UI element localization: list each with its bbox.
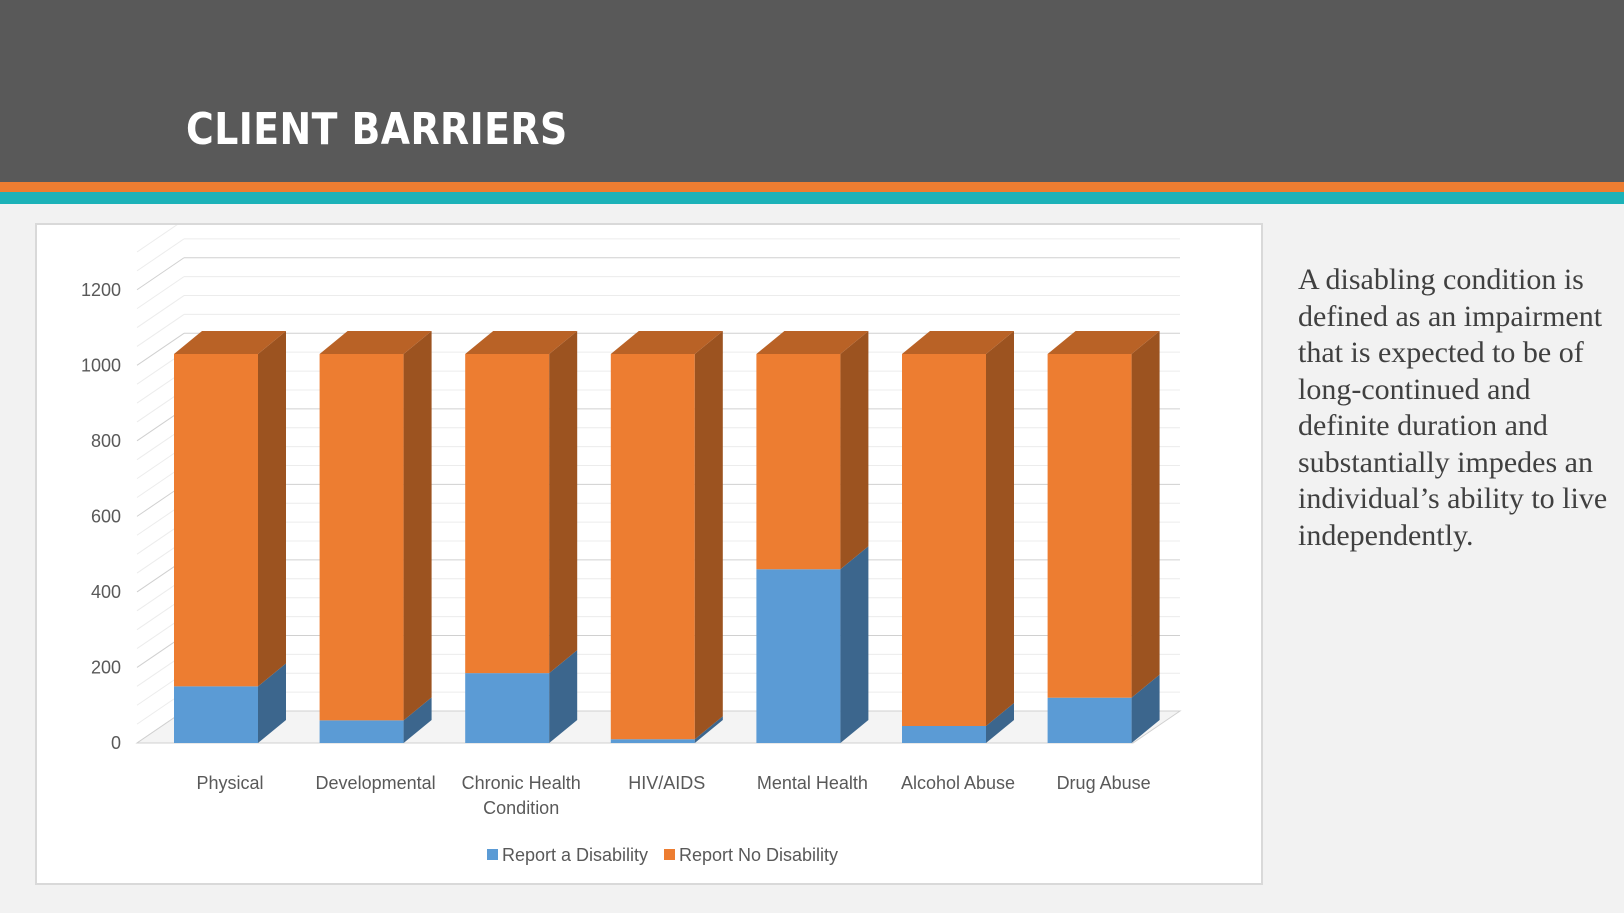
y-tick-label: 200	[91, 657, 121, 677]
slide-header: CLIENT BARRIERS	[0, 0, 1624, 182]
report-no-disability-bar-developmental-side	[403, 330, 432, 721]
chart-panel: 0 200 400 600 800 1000 1200 Physical Development…	[35, 223, 1263, 885]
report-a-disability-bar-chronic-health-condition-side	[549, 650, 578, 743]
report-no-disability-bar-drug-abuse-side	[1131, 330, 1160, 698]
x-tick-label: Chronic Health	[462, 773, 581, 793]
report-no-disability-bar-physical-side	[258, 330, 286, 687]
report-a-disability-bar-physical-side	[258, 663, 286, 743]
report-no-disability-bar-mental-health	[756, 353, 841, 570]
legend-swatch-report-no-disability	[664, 849, 675, 860]
report-no-disability-bar-developmental-top	[319, 330, 432, 354]
y-tick-label: 600	[91, 506, 121, 526]
report-no-disability-bar-hiv-aids-side	[694, 330, 723, 740]
y-tick-label: 1200	[81, 280, 121, 300]
report-a-disability-bar-mental-health-side	[840, 546, 869, 743]
legend-swatch-report-a-disability	[487, 849, 498, 860]
report-no-disability-bar-chronic-health-condition	[465, 353, 550, 674]
report-no-disability-bar-developmental	[319, 353, 404, 721]
minor-gridline-depth	[136, 295, 185, 328]
minor-gridline-depth	[136, 225, 178, 253]
report-no-disability-bar-physical	[174, 353, 258, 687]
report-a-disability-bar-alcohol-abuse-side	[986, 703, 1014, 743]
x-tick-label: HIV/AIDS	[628, 773, 705, 793]
accent-stripe-teal	[0, 192, 1624, 204]
report-a-disability-bar-hiv-aids-side	[694, 716, 723, 743]
report-no-disability-bar-chronic-health-condition-side	[549, 330, 578, 674]
report-a-disability-bar-chronic-health-condition	[465, 673, 550, 743]
x-tick-label: Drug Abuse	[1057, 773, 1151, 793]
stacked-bar-chart: 0 200 400 600 800 1000 1200 Physical Development…	[81, 225, 1182, 865]
report-a-disability-bar-mental-health	[756, 569, 841, 743]
report-no-disability-bar-chronic-health-condition-top	[465, 330, 578, 354]
minor-gridline-depth	[136, 314, 185, 347]
gridline-depth	[136, 332, 185, 366]
report-no-disability-bar-drug-abuse-top	[1047, 330, 1160, 354]
report-no-disability-bar-mental-health-top	[756, 330, 869, 354]
report-a-disability-bar-hiv-aids	[610, 739, 695, 743]
report-a-disability-bar-drug-abuse	[1047, 697, 1132, 743]
report-a-disability-bar-developmental	[319, 720, 404, 743]
report-no-disability-bar-mental-health-side	[840, 330, 869, 570]
y-tick-label: 1000	[81, 355, 121, 375]
legend-label-report-no-disability: Report No Disability	[679, 845, 838, 865]
minor-gridline-depth	[136, 276, 185, 310]
report-no-disability-bar-physical-top	[174, 330, 286, 354]
report-no-disability-bar-hiv-aids	[610, 353, 695, 740]
report-a-disability-bar-developmental-side	[403, 697, 432, 743]
report-a-disability-bar-alcohol-abuse	[902, 726, 986, 743]
gridline-depth	[136, 257, 185, 291]
report-a-disability-bar-physical	[174, 686, 258, 743]
minor-gridline-depth	[136, 238, 185, 272]
report-a-disability-bar-drug-abuse-side	[1131, 674, 1160, 743]
y-tick-label: 400	[91, 582, 121, 602]
legend-label-report-a-disability: Report a Disability	[502, 845, 648, 865]
report-no-disability-bar-alcohol-abuse-side	[986, 330, 1014, 727]
x-tick-label: Alcohol Abuse	[901, 773, 1015, 793]
slide-title: CLIENT BARRIERS	[186, 104, 568, 155]
x-tick-label: Developmental	[316, 773, 436, 793]
report-no-disability-bar-alcohol-abuse	[902, 353, 986, 727]
x-tick-label: Physical	[196, 773, 263, 793]
x-tick-label: Mental Health	[757, 773, 868, 793]
report-no-disability-bar-alcohol-abuse-top	[902, 330, 1014, 354]
disabling-condition-definition: A disabling condition is defined as an i…	[1298, 263, 1608, 552]
accent-stripe-orange	[0, 182, 1624, 192]
y-tick-label: 0	[111, 733, 121, 753]
report-no-disability-bar-hiv-aids-top	[610, 330, 723, 354]
x-tick-label: Condition	[483, 798, 559, 818]
y-tick-label: 800	[91, 431, 121, 451]
report-no-disability-bar-drug-abuse	[1047, 353, 1132, 698]
